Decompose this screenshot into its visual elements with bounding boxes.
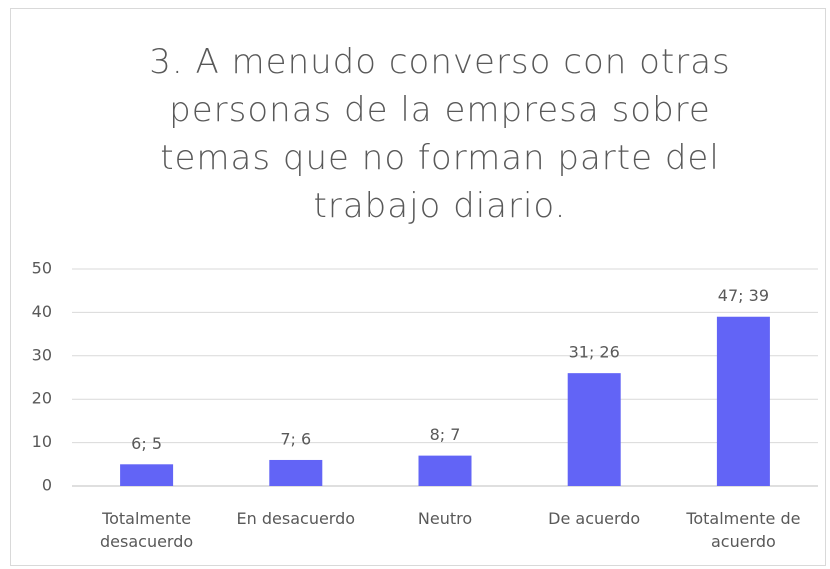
x-tick-label: En desacuerdo (236, 509, 356, 528)
y-tick-label: 30 (32, 345, 52, 364)
x-tick-label: De acuerdo (548, 509, 641, 528)
x-tick-label: Totalmente de acuerdo (686, 509, 801, 551)
chart-border (10, 8, 826, 566)
data-label: 31; 26 (569, 343, 620, 362)
x-tick-label: Neutro (417, 509, 473, 528)
x-tick-label: Totalmente desacuerdo (100, 509, 194, 551)
y-tick-label: 0 (42, 476, 52, 495)
y-tick-label: 50 (32, 259, 52, 278)
y-tick-label: 10 (32, 432, 52, 451)
bar (567, 373, 621, 486)
bar (269, 459, 323, 486)
bar (418, 455, 472, 486)
chart-title: 3. A menudo converso con otras personas … (149, 42, 731, 226)
bar (120, 464, 174, 486)
bar (716, 316, 770, 486)
data-label: 6; 5 (131, 434, 162, 453)
y-tick-label: 20 (32, 389, 52, 408)
y-tick-label: 40 (32, 302, 52, 321)
data-label: 7; 6 (280, 429, 311, 448)
data-label: 47; 39 (718, 286, 769, 305)
data-label: 8; 7 (430, 425, 461, 444)
